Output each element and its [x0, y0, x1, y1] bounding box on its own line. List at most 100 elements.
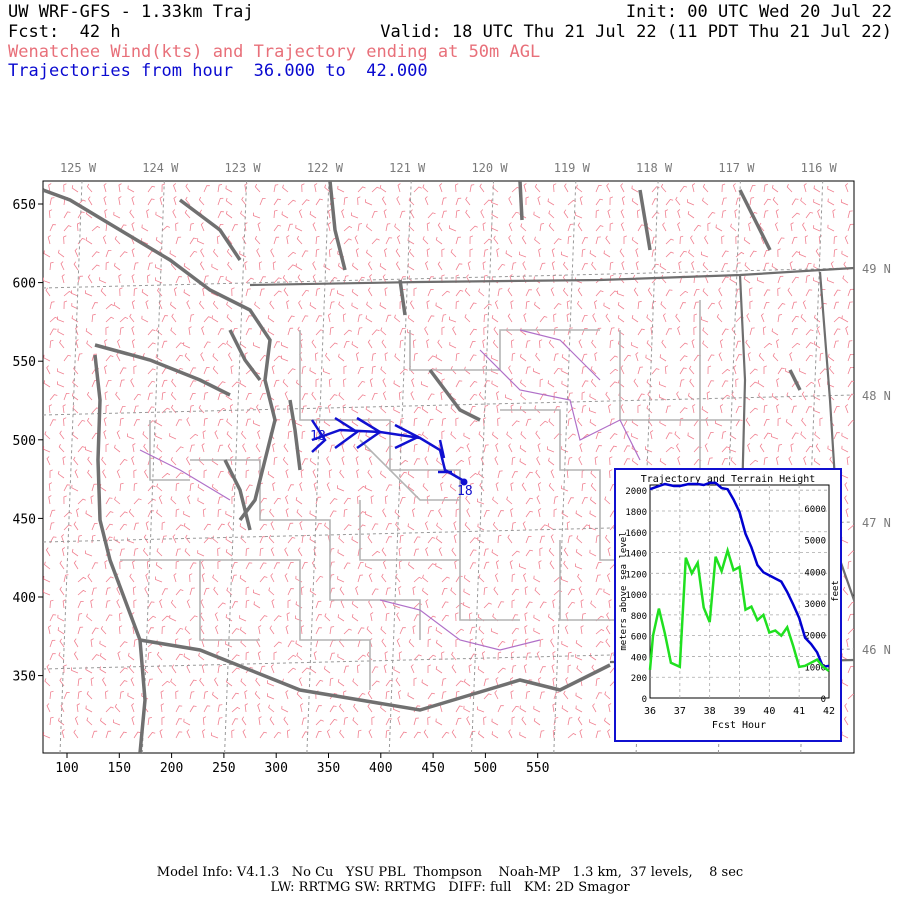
wind-barb	[283, 443, 289, 453]
wind-barb	[259, 615, 268, 622]
wind-barb	[799, 368, 807, 375]
wind-barb	[100, 717, 107, 726]
trajectory-range: Trajectories from hour 36.000 to 42.000	[8, 61, 428, 81]
wind-barb	[553, 391, 558, 401]
wind-barb	[231, 692, 239, 700]
wind-barb	[581, 328, 588, 336]
wind-barb	[184, 353, 191, 362]
wind-barb	[847, 288, 854, 297]
wind-barb	[77, 446, 86, 453]
wind-barb	[343, 665, 350, 674]
wind-barb	[523, 313, 527, 323]
wind-barb	[63, 393, 70, 401]
wind-barb	[493, 326, 499, 336]
wind-barb	[421, 405, 429, 414]
wind-barb	[466, 716, 471, 726]
wind-barb	[510, 300, 514, 310]
inset-x-tick-label: 38	[704, 706, 716, 717]
wind-barb	[300, 625, 305, 635]
wind-barb	[729, 276, 737, 284]
inset-series	[648, 481, 830, 673]
map-x-axis: 100 150 200 250 300 350 400 450 500 550	[55, 753, 549, 776]
wind-barb	[578, 339, 583, 349]
wind-barb	[771, 184, 779, 193]
inset-x-tick-label: 37	[674, 706, 686, 717]
wind-barb	[225, 536, 233, 544]
wind-barb	[161, 379, 168, 388]
wind-barb	[309, 536, 317, 544]
wind-barb	[565, 612, 569, 622]
wind-barb	[324, 613, 331, 622]
wind-barb	[127, 537, 135, 544]
wind-barb	[267, 328, 275, 336]
wind-barb	[43, 250, 51, 258]
wind-barb	[77, 199, 86, 206]
wind-barb	[538, 248, 542, 258]
wind-barb	[245, 547, 250, 557]
wind-barb	[841, 199, 849, 206]
wind-barb	[511, 262, 517, 271]
wind-barb	[847, 301, 853, 310]
wind-barb	[270, 521, 275, 531]
wind-barb	[606, 612, 611, 622]
wind-barb	[371, 186, 380, 193]
wind-barb	[617, 302, 625, 310]
wind-barb	[91, 523, 98, 531]
wind-barb	[285, 508, 289, 518]
wind-barb	[833, 301, 840, 310]
wind-barb	[169, 614, 177, 622]
wind-barb	[63, 495, 67, 505]
wind-barb	[590, 470, 597, 479]
wind-barb	[284, 547, 289, 557]
wind-barb	[267, 693, 275, 700]
wind-barb	[357, 196, 361, 206]
wind-barb	[522, 521, 527, 531]
wind-barb	[704, 443, 709, 453]
wind-barb	[105, 614, 113, 622]
wind-barb	[609, 433, 618, 440]
wind-barb	[589, 407, 597, 414]
wind-barb	[847, 524, 854, 531]
wind-barb	[281, 342, 289, 349]
wind-barb	[563, 209, 569, 219]
wind-barb	[175, 222, 179, 232]
wind-barb	[356, 664, 361, 674]
wind-barb	[507, 313, 513, 323]
wind-barb	[581, 380, 589, 388]
wind-barb	[155, 354, 163, 362]
wind-barb	[399, 368, 408, 375]
wind-barb	[408, 561, 415, 570]
wind-barb	[422, 236, 429, 245]
wind-barb	[91, 302, 98, 310]
wind-barb	[156, 509, 163, 518]
wind-barb	[43, 732, 51, 739]
wind-barb	[576, 184, 583, 193]
wind-barb	[497, 651, 502, 661]
wind-barb	[299, 521, 303, 531]
wind-barb	[693, 313, 698, 323]
wind-barb	[114, 703, 121, 713]
wind-barb	[424, 456, 429, 466]
wind-barb	[469, 341, 476, 349]
wind-barb	[57, 316, 65, 323]
wind-barb	[156, 548, 163, 557]
wind-barb	[85, 290, 93, 297]
wind-barb	[523, 664, 527, 674]
wind-barb	[119, 251, 128, 258]
wind-barb	[841, 315, 849, 323]
wind-barb	[469, 638, 474, 648]
wind-barb	[198, 405, 205, 414]
wind-barb	[309, 510, 317, 518]
wind-barb	[482, 339, 486, 349]
wind-barb	[707, 354, 715, 362]
wind-barb	[637, 328, 645, 336]
wind-barb	[479, 482, 485, 492]
wind-barb	[745, 339, 751, 349]
wind-barb	[281, 211, 289, 219]
wind-barb	[590, 366, 597, 375]
wind-barb	[381, 339, 387, 349]
wind-barb	[203, 691, 209, 700]
wind-barb	[760, 313, 765, 323]
wind-barb	[325, 352, 331, 362]
